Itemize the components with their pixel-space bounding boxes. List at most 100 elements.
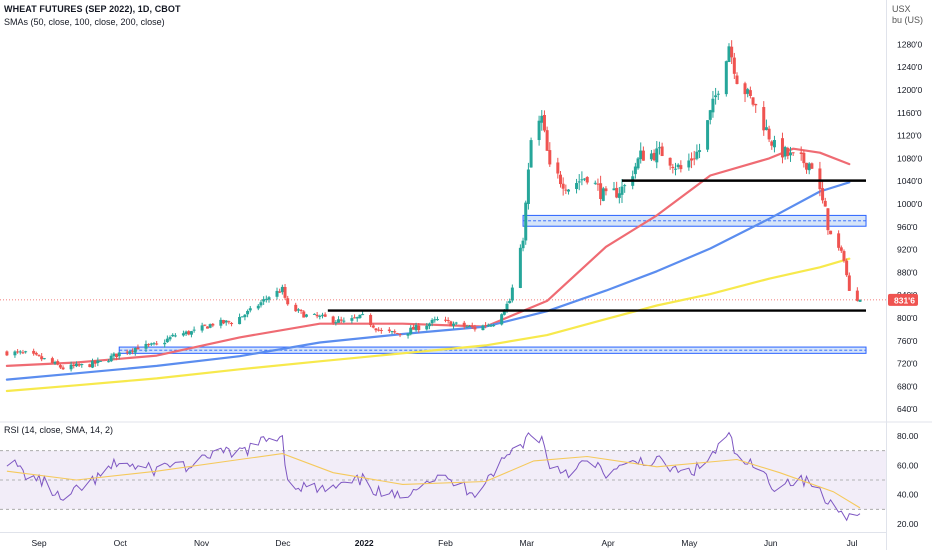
price-tick-label: 1000'0 [897, 199, 923, 209]
last-price-badge [888, 293, 918, 306]
candle-body [518, 247, 522, 288]
candle-body [623, 185, 627, 187]
sma-legend: SMAs (50, close, 100, close, 200, close) [4, 17, 165, 27]
candle-body [21, 352, 25, 354]
rsi-tick-label: 60.00 [897, 460, 919, 470]
rsi-legend: RSI (14, close, SMA, 14, 2) [4, 425, 113, 435]
currency-label: USX [892, 4, 911, 14]
time-tick-label: Jun [764, 538, 778, 548]
symbol-legend: WHEAT FUTURES (SEP 2022), 1D, CBOT [4, 4, 181, 14]
candle-body [673, 168, 677, 170]
candle-body [189, 331, 193, 335]
candle-body [615, 187, 619, 198]
candle-body [748, 90, 752, 96]
candle-body [227, 321, 231, 323]
candle-body [96, 360, 100, 363]
candle-body [724, 61, 728, 95]
candle-body [320, 314, 324, 316]
candle-body [414, 325, 418, 331]
candle-body [219, 319, 223, 326]
candle-body [406, 333, 410, 336]
candle-body [842, 251, 846, 261]
candle-body [583, 178, 587, 180]
candle-body [350, 318, 354, 321]
candle-body [259, 302, 263, 306]
candle-body [165, 338, 169, 343]
candle-body [115, 353, 119, 358]
candle-body [510, 287, 514, 301]
price-tick-label: 920'0 [897, 245, 918, 255]
candle-body [668, 157, 672, 166]
candle-body [358, 314, 362, 318]
candle-body [786, 148, 790, 156]
candle-body [465, 326, 469, 328]
time-tick-label: Jul [847, 538, 858, 548]
price-tick-label: 1280'0 [897, 39, 923, 49]
candle-body [805, 162, 809, 170]
candle-body [294, 304, 298, 312]
candle-body [754, 103, 758, 106]
candle-body [342, 320, 346, 322]
candle-body [855, 290, 859, 301]
candle-body [743, 83, 747, 95]
candle-body [334, 322, 338, 324]
price-tick-label: 1160'0 [897, 108, 922, 118]
candle-body [470, 325, 474, 328]
candle-body [484, 325, 488, 327]
price-tick-label: 760'0 [897, 336, 918, 346]
candle-body [211, 323, 215, 326]
candle-body [377, 329, 381, 331]
rsi-tick-label: 20.00 [897, 519, 919, 529]
candle-body [374, 328, 378, 331]
candle-body [136, 347, 140, 350]
sma-line-sma100 [5, 181, 851, 381]
candle-body [764, 127, 768, 130]
candle-body [144, 343, 148, 349]
candle-body [58, 365, 62, 368]
candle-body [112, 353, 116, 357]
candle-body [409, 327, 413, 335]
candle-body [302, 311, 306, 318]
candle-body [612, 188, 616, 191]
candle-body [40, 356, 44, 360]
candle-body [283, 287, 287, 298]
candle-body [430, 319, 434, 324]
candle-body [24, 351, 28, 353]
candle-body [203, 324, 207, 326]
candle-body [821, 188, 825, 201]
candle-body [481, 325, 485, 331]
candle-body [452, 323, 456, 326]
time-tick-label: Sep [31, 538, 46, 548]
candle-body [837, 233, 841, 248]
candle-body [641, 150, 645, 161]
candle-body [417, 325, 421, 331]
rsi-tick-label: 80.00 [897, 431, 919, 441]
candle-body [617, 193, 621, 198]
candle-body [184, 331, 188, 335]
time-tick-label: Nov [194, 538, 210, 548]
candle-body [387, 329, 391, 331]
candle-body [88, 364, 92, 368]
candle-body [256, 305, 260, 309]
candle-body [708, 110, 712, 120]
candle-body [224, 320, 228, 323]
candle-body [492, 325, 496, 327]
candle-body [240, 316, 244, 318]
time-tick-label: May [681, 538, 698, 548]
candle-body [425, 325, 429, 330]
sma-line-sma200 [5, 257, 851, 393]
price-tick-label: 640'0 [897, 404, 918, 414]
candle-body [304, 314, 308, 317]
candle-body [90, 360, 94, 368]
candle-body [716, 93, 720, 95]
candle-body [69, 364, 73, 370]
candle-body [636, 158, 640, 169]
candle-body [286, 298, 290, 305]
candle-body [500, 314, 504, 325]
candle-body [468, 326, 472, 328]
price-tick-label: 680'0 [897, 381, 918, 391]
candle-body [671, 166, 675, 169]
candle-body [181, 333, 185, 336]
